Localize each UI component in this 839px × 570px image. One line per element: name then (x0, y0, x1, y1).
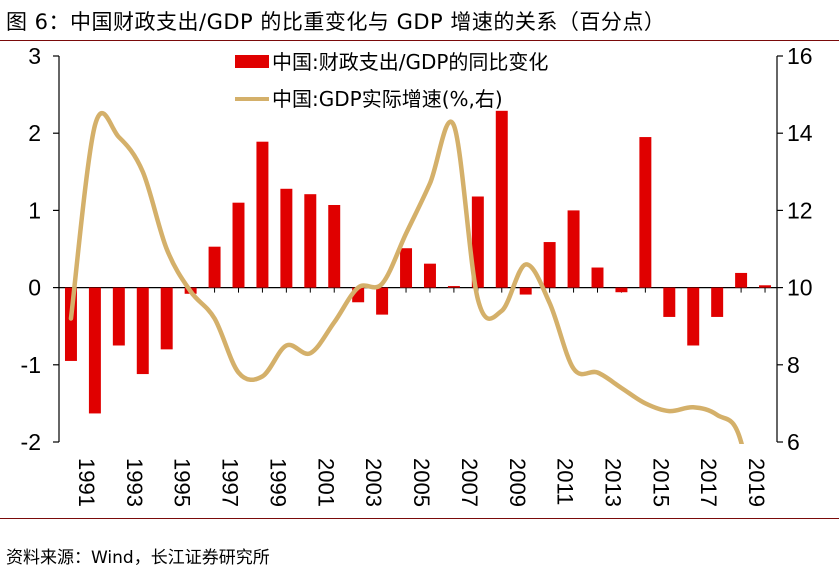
legend-bar-label: 中国:财政支出/GDP的同比变化 (272, 50, 548, 74)
bar (400, 248, 413, 288)
bar (639, 137, 652, 288)
x-tick-label: 1999 (265, 458, 290, 507)
bar (615, 287, 628, 293)
bar (423, 263, 436, 288)
source-divider (0, 518, 839, 519)
bar (447, 286, 460, 288)
bar (543, 242, 556, 288)
x-tick-label: 2015 (648, 458, 673, 507)
x-tick-label: 1997 (218, 458, 243, 507)
x-tick-label: 2007 (457, 458, 482, 507)
x-tick-label: 2005 (409, 458, 434, 507)
bar (759, 285, 772, 288)
bar (495, 110, 508, 288)
x-tick-label: 2017 (696, 458, 721, 507)
bar (304, 194, 317, 288)
source-note: 资料来源：Wind，长江证券研究所 (6, 548, 270, 568)
bar (328, 204, 341, 288)
bar (208, 246, 221, 288)
x-tick-label: 2003 (361, 458, 386, 507)
bar (256, 141, 269, 288)
legend-line-label: 中国:GDP实际增速(%,右) (272, 87, 503, 111)
title-divider (0, 40, 839, 41)
legend-bar-swatch (235, 55, 269, 68)
bar (663, 287, 676, 317)
x-tick-label: 1991 (74, 458, 99, 507)
left-tick-label: -1 (21, 352, 41, 378)
bar (687, 287, 700, 346)
gdp-growth-line (68, 111, 744, 444)
right-tick-label: 6 (787, 429, 800, 455)
left-tick-label: -2 (21, 429, 41, 455)
bar (376, 287, 389, 315)
bar (136, 287, 149, 375)
bar (88, 287, 101, 414)
x-tick-label: 2019 (744, 458, 769, 507)
x-tick-label: 2001 (313, 458, 338, 507)
left-tick-label: 0 (28, 275, 41, 301)
left-tick-label: 2 (28, 120, 41, 146)
bar (232, 202, 245, 288)
line-series (68, 111, 744, 444)
x-tick-label: 1995 (170, 458, 195, 507)
x-tick-label: 2013 (601, 458, 626, 507)
right-tick-label: 14 (787, 120, 813, 146)
bar-series (64, 110, 772, 414)
bar (471, 196, 484, 288)
bar (64, 287, 77, 361)
bar (352, 287, 365, 303)
x-tick-label: 2009 (505, 458, 530, 507)
right-tick-label: 10 (787, 275, 813, 301)
bar (280, 188, 293, 288)
bar (591, 267, 604, 288)
right-tick-label: 8 (787, 352, 800, 378)
bar (112, 287, 125, 346)
right-tick-label: 12 (787, 197, 813, 223)
bar (735, 272, 748, 288)
bar (711, 287, 724, 317)
figure-title: 图 6：中国财政支出/GDP 的比重变化与 GDP 增速的关系（百分点） (6, 10, 666, 34)
bar (519, 287, 532, 295)
x-tick-label: 2011 (553, 458, 578, 505)
left-tick-label: 1 (28, 197, 41, 223)
bar (160, 287, 173, 350)
x-tick-label: 1993 (122, 458, 147, 507)
legend: 中国:财政支出/GDP的同比变化 中国:GDP实际增速(%,右) (235, 50, 548, 111)
right-tick-label: 16 (787, 43, 813, 69)
bar (567, 210, 580, 288)
left-tick-label: 3 (28, 43, 41, 69)
